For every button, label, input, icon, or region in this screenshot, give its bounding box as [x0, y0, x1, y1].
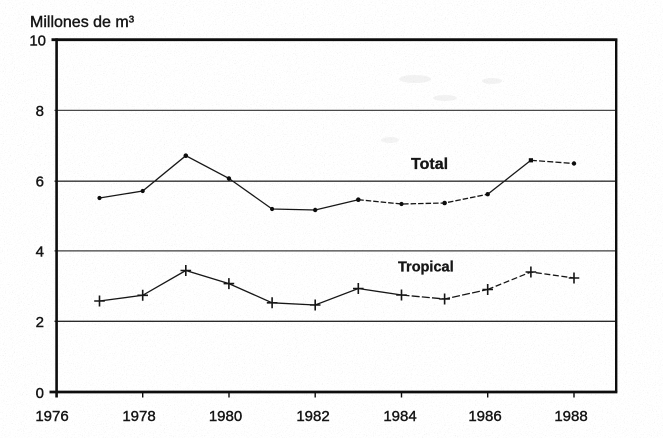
svg-text:1986: 1986 [468, 408, 501, 425]
svg-text:8: 8 [36, 103, 44, 120]
svg-text:1988: 1988 [554, 408, 587, 425]
svg-text:1982: 1982 [296, 408, 329, 425]
svg-text:6: 6 [36, 174, 44, 191]
svg-text:2: 2 [36, 314, 44, 331]
svg-text:1976: 1976 [35, 408, 68, 425]
svg-text:1984: 1984 [383, 408, 416, 425]
svg-text:Total: Total [411, 156, 448, 173]
svg-text:0: 0 [36, 385, 44, 402]
svg-text:Tropical: Tropical [398, 260, 454, 276]
svg-text:1980: 1980 [209, 408, 242, 425]
svg-text:Millones de m³: Millones de m³ [30, 14, 135, 31]
svg-text:10: 10 [29, 33, 46, 50]
svg-text:4: 4 [36, 244, 44, 261]
svg-text:1978: 1978 [122, 408, 155, 425]
